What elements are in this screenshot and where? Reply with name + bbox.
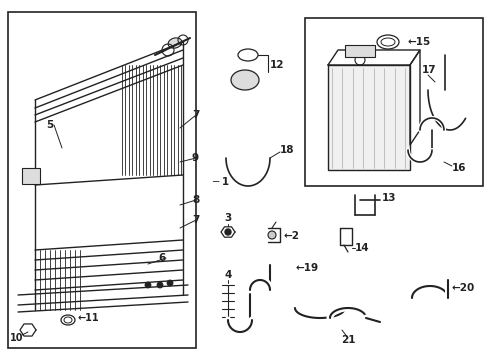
Text: ←11: ←11 (78, 313, 100, 323)
Text: 6: 6 (158, 253, 165, 263)
Text: 4: 4 (224, 270, 231, 280)
Text: ←2: ←2 (284, 231, 299, 241)
Text: 7: 7 (192, 215, 199, 225)
Text: 12: 12 (269, 60, 284, 70)
Text: 13: 13 (381, 193, 396, 203)
Text: 14: 14 (354, 243, 369, 253)
Bar (305, 18, 482, 186)
Bar (8, 12, 196, 348)
Text: ─ 1: ─ 1 (212, 177, 229, 187)
Text: 7: 7 (192, 110, 199, 120)
Text: 16: 16 (451, 163, 466, 173)
Bar (22, 168, 40, 184)
Circle shape (167, 280, 173, 286)
Text: 5: 5 (46, 120, 54, 130)
Text: 10: 10 (10, 333, 23, 343)
Bar (345, 45, 374, 57)
Circle shape (224, 229, 230, 235)
Text: 17: 17 (421, 65, 436, 75)
Ellipse shape (267, 231, 275, 239)
Text: 3: 3 (224, 213, 231, 223)
Text: 9: 9 (192, 153, 199, 163)
Ellipse shape (230, 70, 259, 90)
Circle shape (145, 282, 151, 288)
Text: ←20: ←20 (451, 283, 474, 293)
Circle shape (157, 282, 163, 288)
Text: 8: 8 (192, 195, 199, 205)
Text: 18: 18 (280, 145, 294, 155)
Text: 21: 21 (340, 335, 354, 345)
Ellipse shape (168, 38, 182, 48)
Text: ←15: ←15 (407, 37, 430, 47)
Text: ←19: ←19 (295, 263, 319, 273)
Bar (327, 65, 409, 170)
